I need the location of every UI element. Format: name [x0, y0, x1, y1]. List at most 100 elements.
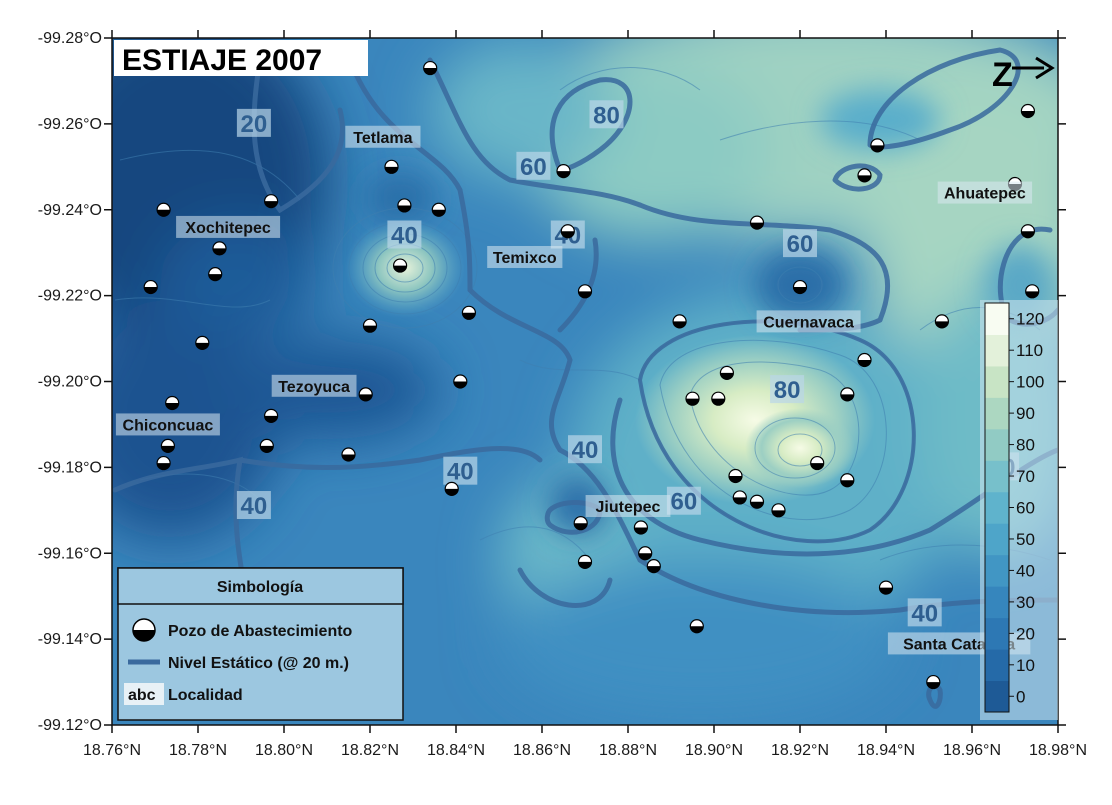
svg-text:40: 40 [911, 600, 938, 627]
svg-text:40: 40 [447, 459, 474, 486]
colorbar-tick-label: 30 [1016, 593, 1035, 612]
locality-label: Xochitepec [176, 215, 281, 238]
colorbar-tick-label: 20 [1016, 624, 1035, 643]
svg-text:60: 60 [520, 154, 547, 181]
x-tick-label: 18.84°N [427, 742, 485, 759]
x-tick-label: 18.98°N [1029, 742, 1087, 759]
well-marker [431, 202, 446, 217]
y-tick-label: -99.20°O [38, 374, 102, 391]
well-marker [870, 138, 885, 153]
well-marker [212, 241, 227, 256]
well-marker [384, 159, 399, 174]
y-tick-label: -99.14°O [38, 631, 102, 648]
x-tick-label: 18.82°N [341, 742, 399, 759]
well-marker [461, 305, 476, 320]
locality-labels: Tetlama Xochitepec Temixco Ahuatepec Cuernav… [115, 125, 1033, 655]
isoline-label: 40 [387, 220, 422, 250]
colorbar-tick-label: 40 [1016, 561, 1035, 580]
svg-text:Cuernavaca: Cuernavaca [763, 314, 854, 331]
colorbar-swatch [985, 428, 1009, 461]
well-marker [771, 503, 786, 518]
x-tick-label: 18.78°N [169, 742, 227, 759]
colorbar-swatch [985, 303, 1009, 335]
colorbar-swatch [985, 523, 1009, 556]
well-marker [577, 554, 593, 569]
svg-text:40: 40 [391, 223, 418, 250]
well-marker [646, 559, 661, 574]
well-marker [573, 516, 588, 531]
svg-text:Jiutepec: Jiutepec [596, 499, 661, 516]
colorbar-swatch [985, 649, 1009, 682]
well-marker [672, 314, 687, 329]
colorbar-swatch [985, 397, 1009, 430]
well-marker [577, 284, 593, 299]
colorbar-tick-label: 120 [1016, 310, 1044, 329]
isoline-label: 60 [666, 486, 701, 516]
locality-label: Ahuatepec [937, 181, 1033, 204]
svg-text:80: 80 [593, 102, 620, 129]
y-tick-label: -99.24°O [38, 202, 102, 219]
colorbar-swatch [985, 460, 1009, 493]
svg-text:Temixco: Temixco [493, 250, 557, 267]
y-tick-label: -99.16°O [38, 545, 102, 562]
x-tick-label: 18.94°N [857, 742, 915, 759]
svg-text:Chiconcuac: Chiconcuac [123, 417, 214, 434]
legend-locality-sample: abc [128, 687, 156, 704]
svg-text:60: 60 [787, 231, 814, 258]
legend-isoline-label: Nivel Estático (@ 20 m.) [168, 655, 349, 672]
locality-label: Tetlama [345, 125, 421, 148]
well-marker [1025, 284, 1040, 299]
colorbar-tick-label: 60 [1016, 499, 1035, 518]
legend-item-well: Pozo de Abastecimiento [132, 618, 353, 642]
well-marker [840, 473, 855, 488]
svg-text:40: 40 [572, 437, 599, 464]
colorbar-tick-label: 10 [1016, 656, 1035, 675]
y-tick-label: -99.26°O [38, 116, 102, 133]
well-marker [926, 674, 941, 690]
x-tick-label: 18.96°N [943, 742, 1001, 759]
well-marker [156, 202, 171, 217]
well-marker [633, 520, 649, 535]
isoline-label: 60 [783, 229, 817, 258]
well-marker [857, 352, 872, 368]
colorbar: 0 10 20 30 40 50 60 70 80 90 100 110 120 [980, 300, 1058, 720]
isoline-label: 20 [236, 108, 271, 138]
well-marker [689, 619, 704, 634]
well-marker [393, 258, 408, 273]
well-marker [556, 164, 571, 179]
locality-label: Chiconcuac [115, 413, 220, 436]
colorbar-swatch [985, 680, 1009, 713]
x-tick-label: 18.80°N [255, 742, 313, 759]
x-tick-label: 18.76°N [83, 742, 141, 759]
well-marker [444, 481, 459, 496]
legend-item-isoline: Nivel Estático (@ 20 m.) [128, 655, 349, 672]
y-axis-labels: -99.28°O -99.26°O -99.24°O -99.22°O -99.20°O… [38, 30, 102, 734]
well-markers [143, 60, 1040, 690]
well-marker [423, 60, 438, 76]
y-tick-label: -99.12°O [38, 717, 102, 734]
isoline-label: 60 [516, 151, 551, 181]
colorbar-tick-label: 80 [1016, 436, 1035, 455]
well-marker [453, 374, 468, 389]
y-tick-label: -99.18°O [38, 459, 102, 476]
well-marker [560, 224, 575, 239]
legend-item-locality: abc Localidad [124, 683, 243, 705]
legend-locality-label: Localidad [168, 687, 243, 704]
svg-text:20: 20 [241, 111, 268, 138]
colorbar-swatch [985, 334, 1009, 367]
colorbar-swatch [985, 617, 1009, 650]
well-marker [749, 494, 765, 509]
well-marker [857, 168, 872, 183]
well-marker [259, 438, 274, 454]
colorbar-swatch [985, 491, 1009, 524]
well-marker [358, 387, 373, 402]
well-marker [156, 455, 171, 471]
colorbar-tick-label: 90 [1016, 404, 1035, 423]
well-marker [1020, 224, 1036, 239]
well-marker [264, 194, 279, 209]
colorbar-tick-label: 50 [1016, 530, 1035, 549]
well-marker [264, 408, 279, 423]
well-marker [749, 215, 765, 230]
svg-text:80: 80 [774, 377, 801, 404]
